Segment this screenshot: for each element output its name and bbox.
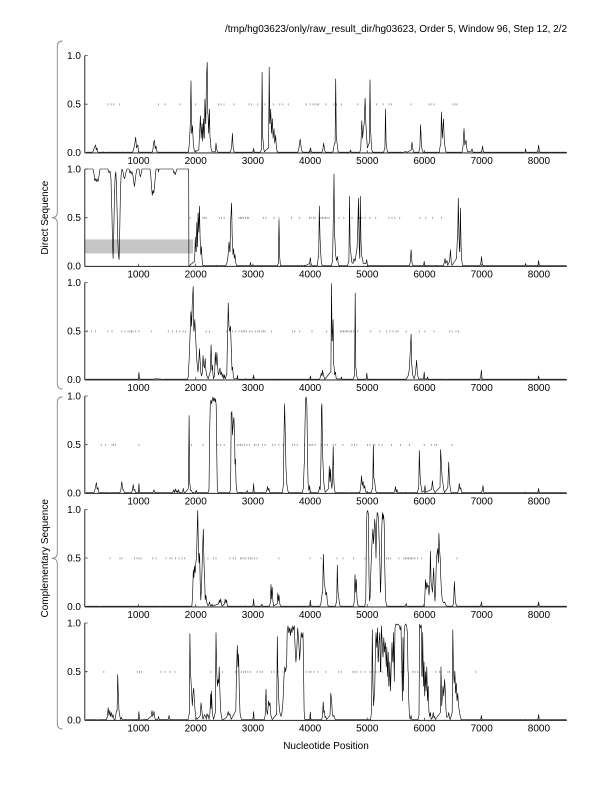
svg-text:0.5: 0.5	[67, 440, 81, 451]
svg-text:1000: 1000	[127, 723, 150, 734]
svg-text:1000: 1000	[127, 269, 150, 280]
svg-text:5000: 5000	[356, 156, 379, 167]
svg-text:1.0: 1.0	[67, 391, 81, 402]
svg-text:Direct Sequence: Direct Sequence	[40, 180, 51, 254]
svg-text:3000: 3000	[242, 383, 265, 394]
svg-text:0.0: 0.0	[67, 375, 81, 386]
svg-text:5000: 5000	[356, 723, 379, 734]
svg-text:7000: 7000	[471, 383, 494, 394]
svg-text:8000: 8000	[528, 496, 551, 507]
svg-text:5000: 5000	[356, 383, 379, 394]
svg-text:1.0: 1.0	[67, 51, 81, 62]
svg-text:2000: 2000	[185, 383, 208, 394]
svg-text:7000: 7000	[471, 610, 494, 621]
svg-text:4000: 4000	[299, 496, 322, 507]
svg-text:3000: 3000	[242, 496, 265, 507]
svg-text:6000: 6000	[413, 156, 436, 167]
svg-text:2000: 2000	[185, 723, 208, 734]
svg-text:3000: 3000	[242, 156, 265, 167]
svg-text:5000: 5000	[356, 496, 379, 507]
svg-text:5000: 5000	[356, 269, 379, 280]
svg-text:0.5: 0.5	[67, 327, 81, 338]
svg-text:0.0: 0.0	[67, 716, 81, 727]
svg-text:3000: 3000	[242, 610, 265, 621]
svg-text:1000: 1000	[127, 496, 150, 507]
svg-text:1000: 1000	[127, 383, 150, 394]
svg-text:8000: 8000	[528, 383, 551, 394]
svg-text:7000: 7000	[471, 156, 494, 167]
svg-text:1.0: 1.0	[67, 278, 81, 289]
svg-text:7000: 7000	[471, 496, 494, 507]
svg-text:2000: 2000	[185, 610, 208, 621]
svg-text:4000: 4000	[299, 610, 322, 621]
svg-text:4000: 4000	[299, 269, 322, 280]
svg-text:Complementary Sequence: Complementary Sequence	[40, 499, 51, 618]
svg-text:2000: 2000	[185, 496, 208, 507]
svg-text:3000: 3000	[242, 269, 265, 280]
svg-text:6000: 6000	[413, 723, 436, 734]
svg-text:Nucleotide Position: Nucleotide Position	[283, 741, 369, 752]
svg-text:0.0: 0.0	[67, 602, 81, 613]
svg-text:8000: 8000	[528, 156, 551, 167]
svg-text:6000: 6000	[413, 383, 436, 394]
svg-text:3000: 3000	[242, 723, 265, 734]
svg-text:0.5: 0.5	[67, 100, 81, 111]
svg-text:1.0: 1.0	[67, 505, 81, 516]
svg-text:6000: 6000	[413, 610, 436, 621]
svg-text:1000: 1000	[127, 610, 150, 621]
svg-text:2000: 2000	[185, 156, 208, 167]
svg-text:0.5: 0.5	[67, 667, 81, 678]
svg-text:8000: 8000	[528, 610, 551, 621]
svg-text:1.0: 1.0	[67, 164, 81, 175]
svg-text:/tmp/hg03623/only/raw_result_d: /tmp/hg03623/only/raw_result_dir/hg03623…	[225, 24, 567, 35]
svg-text:1.0: 1.0	[67, 618, 81, 629]
svg-text:0.0: 0.0	[67, 262, 81, 273]
svg-text:1000: 1000	[127, 156, 150, 167]
svg-text:0.0: 0.0	[67, 489, 81, 500]
svg-text:8000: 8000	[528, 269, 551, 280]
svg-text:2000: 2000	[185, 269, 208, 280]
svg-text:7000: 7000	[471, 269, 494, 280]
svg-text:4000: 4000	[299, 723, 322, 734]
svg-text:7000: 7000	[471, 723, 494, 734]
svg-text:0.5: 0.5	[67, 213, 81, 224]
svg-text:6000: 6000	[413, 496, 436, 507]
svg-text:6000: 6000	[413, 269, 436, 280]
svg-text:5000: 5000	[356, 610, 379, 621]
svg-text:8000: 8000	[528, 723, 551, 734]
svg-text:0.5: 0.5	[67, 554, 81, 565]
svg-text:0.0: 0.0	[67, 148, 81, 159]
svg-text:4000: 4000	[299, 383, 322, 394]
svg-text:4000: 4000	[299, 156, 322, 167]
